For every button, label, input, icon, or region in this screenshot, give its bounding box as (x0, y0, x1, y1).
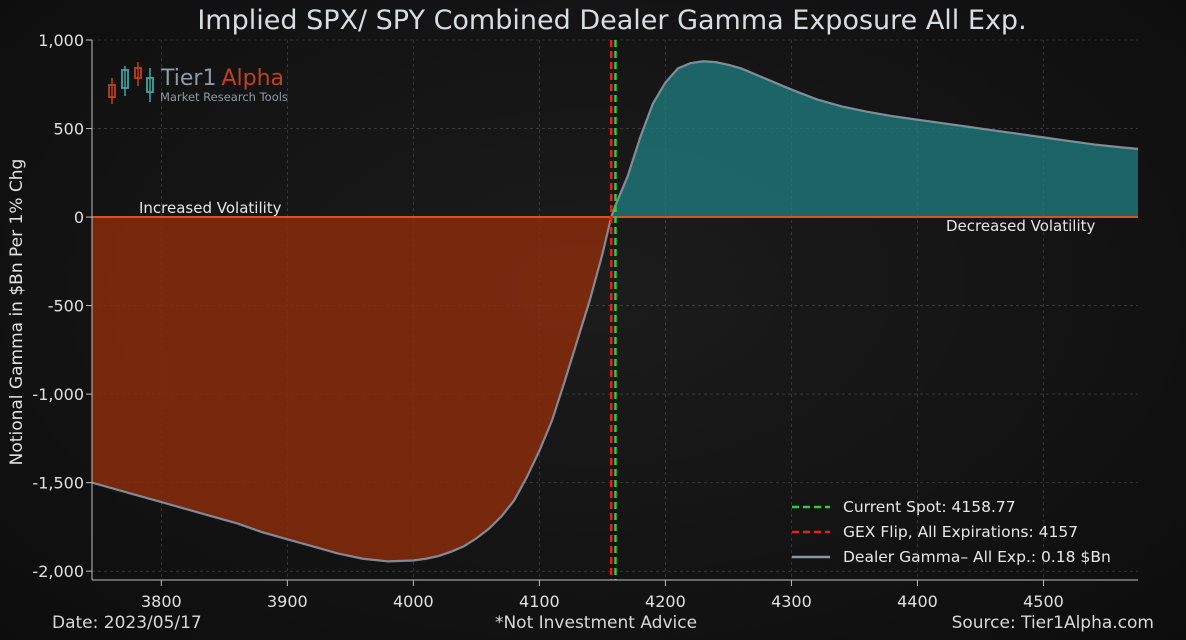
x-tick-label: 4300 (771, 592, 812, 611)
y-tick-label: 0 (74, 208, 84, 227)
vertical-markers (609, 40, 617, 580)
tier1alpha-logo: Tier1 Alpha Market Research Tools (108, 62, 288, 104)
footer-disclaimer: *Not Investment Advice (495, 613, 697, 633)
series-lines (91, 60, 1139, 563)
annotation-increased-volatility: Increased Volatility (139, 199, 282, 217)
y-tick-label: -1,500 (32, 474, 84, 493)
logo-name-part2: Alpha (221, 66, 284, 91)
y-tick-label: -2,000 (32, 562, 84, 581)
x-tick-labels: 3800 3900 4000 4100 4200 4300 4400 4500 (141, 580, 1064, 611)
x-tick-label: 4500 (1023, 592, 1064, 611)
logo-tagline: Market Research Tools (160, 90, 288, 104)
x-tick-label: 3900 (267, 592, 308, 611)
y-tick-label: 1,000 (38, 31, 84, 50)
x-tick-label: 3800 (141, 592, 182, 611)
legend-label-dealer-gamma: Dealer Gamma– All Exp.: 0.18 $Bn (843, 548, 1111, 566)
x-tick-label: 4000 (393, 592, 434, 611)
footer-source: Source: Tier1Alpha.com (952, 613, 1154, 633)
y-tick-label: 500 (53, 120, 84, 139)
footer-date: Date: 2023/05/17 (52, 613, 202, 633)
negative-gamma-area (92, 217, 612, 562)
y-axis-label: Notional Gamma in $Bn Per 1% Chg (7, 159, 27, 466)
x-tick-label: 4400 (897, 592, 938, 611)
legend-label-gex-flip: GEX Flip, All Expirations: 4157 (843, 523, 1078, 541)
chart-title: Implied SPX/ SPY Combined Dealer Gamma E… (197, 5, 1026, 36)
x-tick-label: 4100 (519, 592, 560, 611)
dealer-gamma-line (91, 60, 1139, 563)
y-tick-labels: 1,000 500 0 -500 -1,000 -1,500 -2,000 (32, 31, 92, 581)
positive-gamma-area (611, 61, 1138, 218)
y-tick-label: -500 (48, 297, 84, 316)
candlestick-logo-icon (108, 62, 154, 104)
x-tick-label: 4200 (645, 592, 686, 611)
axes (91, 40, 1138, 581)
legend-label-current-spot: Current Spot: 4158.77 (843, 498, 1016, 516)
legend: Current Spot: 4158.77 GEX Flip, All Expi… (792, 498, 1111, 566)
logo-name-part1: Tier1 (160, 66, 216, 91)
svg-text:Tier1Alpha: Tier1 Alpha (160, 66, 284, 91)
annotation-decreased-volatility: Decreased Volatility (946, 217, 1096, 235)
area-fills (92, 61, 1138, 562)
y-tick-label: -1,000 (32, 385, 84, 404)
